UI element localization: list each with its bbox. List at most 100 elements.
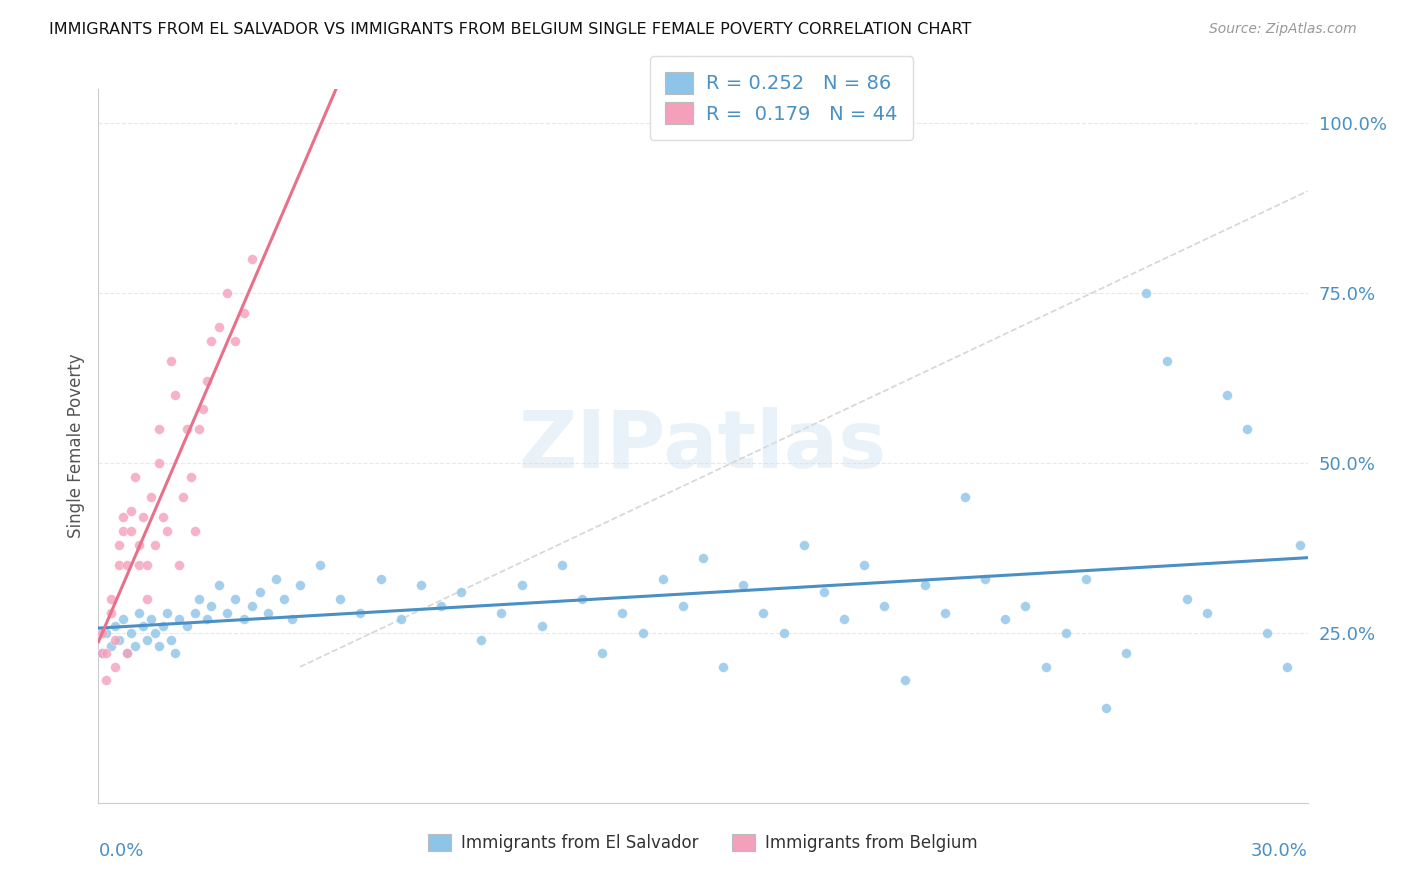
Point — [551, 558, 574, 572]
Point — [167, 612, 190, 626]
Point — [510, 578, 533, 592]
Text: 30.0%: 30.0% — [1251, 842, 1308, 860]
Point — [832, 612, 855, 626]
Point — [208, 320, 231, 334]
Point — [256, 606, 278, 620]
Point — [200, 599, 222, 613]
Point — [156, 606, 179, 620]
Point — [1095, 700, 1118, 714]
Point — [281, 612, 304, 626]
Point — [100, 591, 122, 606]
Point — [132, 510, 155, 524]
Point — [143, 626, 166, 640]
Point — [1256, 626, 1278, 640]
Point — [193, 401, 215, 416]
Point — [160, 632, 183, 647]
Point — [1156, 354, 1178, 368]
Point — [167, 558, 190, 572]
Point — [188, 591, 211, 606]
Point — [176, 422, 198, 436]
Point — [329, 591, 352, 606]
Point — [309, 558, 332, 572]
Point — [96, 646, 118, 660]
Point — [389, 612, 412, 626]
Point — [672, 599, 695, 613]
Point — [96, 626, 118, 640]
Point — [264, 572, 287, 586]
Point — [224, 591, 246, 606]
Point — [1288, 537, 1310, 551]
Y-axis label: Single Female Poverty: Single Female Poverty — [66, 354, 84, 538]
Point — [1277, 660, 1299, 674]
Point — [217, 606, 239, 620]
Point — [200, 334, 222, 348]
Point — [273, 591, 295, 606]
Point — [115, 646, 138, 660]
Point — [1216, 388, 1239, 402]
Point — [934, 606, 956, 620]
Point — [853, 558, 876, 572]
Legend: Immigrants from El Salvador, Immigrants from Belgium: Immigrants from El Salvador, Immigrants … — [422, 827, 984, 859]
Point — [1175, 591, 1198, 606]
Point — [156, 524, 179, 538]
Point — [953, 490, 976, 504]
Point — [148, 456, 170, 470]
Point — [135, 591, 157, 606]
Point — [1236, 422, 1258, 436]
Point — [232, 306, 254, 320]
Point — [974, 572, 997, 586]
Point — [176, 619, 198, 633]
Point — [107, 632, 129, 647]
Point — [1035, 660, 1057, 674]
Point — [240, 599, 263, 613]
Point — [571, 591, 593, 606]
Point — [188, 422, 211, 436]
Text: Source: ZipAtlas.com: Source: ZipAtlas.com — [1209, 22, 1357, 37]
Point — [103, 619, 125, 633]
Point — [128, 606, 150, 620]
Point — [733, 578, 755, 592]
Point — [91, 646, 114, 660]
Text: 0.0%: 0.0% — [98, 842, 143, 860]
Point — [100, 640, 122, 654]
Point — [160, 354, 183, 368]
Point — [711, 660, 734, 674]
Point — [217, 286, 239, 301]
Point — [240, 252, 263, 266]
Point — [148, 422, 170, 436]
Point — [914, 578, 936, 592]
Text: ZIPatlas: ZIPatlas — [519, 407, 887, 485]
Point — [631, 626, 654, 640]
Point — [651, 572, 673, 586]
Point — [135, 558, 157, 572]
Text: IMMIGRANTS FROM EL SALVADOR VS IMMIGRANTS FROM BELGIUM SINGLE FEMALE POVERTY COR: IMMIGRANTS FROM EL SALVADOR VS IMMIGRANT… — [49, 22, 972, 37]
Point — [249, 585, 271, 599]
Point — [103, 660, 125, 674]
Point — [91, 646, 114, 660]
Point — [107, 558, 129, 572]
Point — [195, 375, 218, 389]
Point — [530, 619, 553, 633]
Point — [349, 606, 371, 620]
Point — [430, 599, 453, 613]
Point — [232, 612, 254, 626]
Point — [180, 469, 202, 483]
Point — [793, 537, 815, 551]
Point — [893, 673, 915, 688]
Point — [195, 612, 218, 626]
Point — [224, 334, 246, 348]
Point — [692, 551, 714, 566]
Point — [813, 585, 835, 599]
Point — [152, 619, 174, 633]
Point — [591, 646, 613, 660]
Point — [152, 510, 174, 524]
Point — [172, 490, 194, 504]
Point — [120, 524, 142, 538]
Point — [1195, 606, 1218, 620]
Point — [128, 537, 150, 551]
Point — [1074, 572, 1097, 586]
Point — [124, 469, 146, 483]
Point — [612, 606, 634, 620]
Point — [111, 510, 134, 524]
Point — [143, 537, 166, 551]
